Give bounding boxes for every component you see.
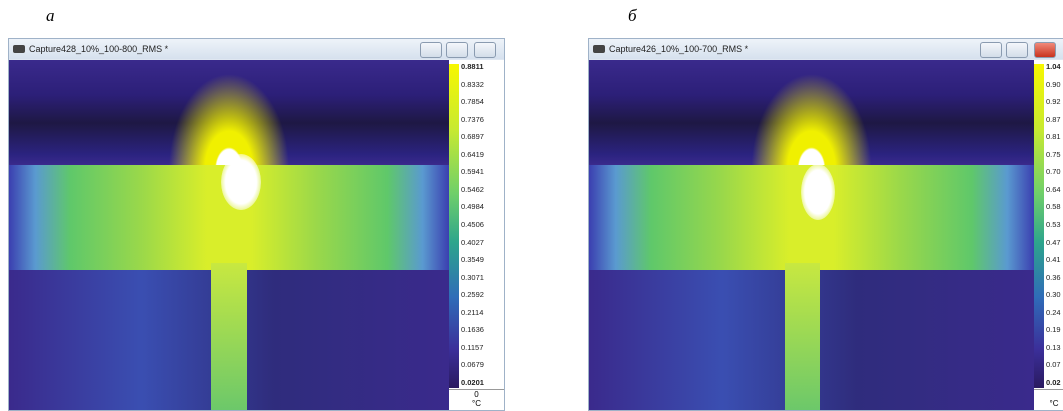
page: а б Capture428_10%_100-800_RMS * 0°C 0.8… (0, 0, 1063, 409)
scale-label: 0.70 (1046, 167, 1061, 176)
panel-label: а (46, 6, 55, 26)
scale-label: 0.41 (1046, 255, 1061, 264)
scale-label: 0.2114 (461, 308, 483, 317)
scale-label: 0.24 (1046, 308, 1061, 317)
scale-label: 0.0201 (461, 378, 484, 387)
scale-label: 0.92 (1046, 97, 1061, 106)
panel-label: б (628, 6, 637, 26)
scale-zero: 0 (449, 390, 504, 399)
scale-label: 0.4506 (461, 220, 484, 229)
legend-swatches (1034, 390, 1063, 399)
hot-spot (801, 164, 835, 220)
scale-label: 0.4984 (461, 202, 484, 211)
thermal-region (785, 263, 821, 410)
scale-label: 0.07 (1046, 360, 1061, 369)
scale-label: 0.1636 (461, 325, 484, 334)
scale-footer: 0°C (449, 389, 504, 410)
scale-label: 0.8332 (461, 80, 484, 89)
scale-label: 0.13 (1046, 343, 1061, 352)
thermal-image (589, 60, 1034, 410)
scale-label: 0.64 (1046, 185, 1061, 194)
window-title: Capture426_10%_100-700_RMS * (609, 44, 748, 54)
scale-label: 0.75 (1046, 150, 1061, 159)
scale-label: 0.3071 (461, 273, 484, 282)
scale-label: 0.58 (1046, 202, 1061, 211)
scale-label: 0.53 (1046, 220, 1061, 229)
scale-label: 0.90 (1046, 80, 1061, 89)
color-gradient (1034, 64, 1044, 388)
minimize-button[interactable] (420, 42, 442, 58)
app-icon (593, 45, 605, 53)
unit: °C (1034, 399, 1063, 408)
scale-label: 0.7376 (461, 115, 484, 124)
maximize-button[interactable] (446, 42, 468, 58)
scale-label: 0.5462 (461, 185, 484, 194)
scale-label: 0.2592 (461, 290, 484, 299)
thermal-region (211, 263, 246, 410)
minimize-button[interactable] (980, 42, 1002, 58)
scale-label: 0.30 (1046, 290, 1061, 299)
scale-label: 0.3549 (461, 255, 484, 264)
scale-label: 0.5941 (461, 167, 484, 176)
thermal-image (9, 60, 449, 410)
color-scale: 0°C 0.8811 0.8332 0.7854 0.7376 0.6897 0.6419… (449, 60, 504, 410)
window: Capture426_10%_100-700_RMS * °C 1.04 0.90… (588, 38, 1063, 411)
scale-label: 0.1157 (461, 343, 483, 352)
window-title: Capture428_10%_100-800_RMS * (29, 44, 168, 54)
scale-label: 0.4027 (461, 238, 484, 247)
scale-label: 0.7854 (461, 97, 484, 106)
scale-label: 0.6419 (461, 150, 484, 159)
scale-label: 0.8811 (461, 62, 484, 71)
unit: °C (449, 399, 504, 408)
scale-footer: °C (1034, 389, 1063, 410)
scale-label: 0.19 (1046, 325, 1061, 334)
scale-label: 0.36 (1046, 273, 1061, 282)
close-button[interactable] (1034, 42, 1056, 58)
scale-label: 1.04 (1046, 62, 1061, 71)
scale-label: 0.47 (1046, 238, 1061, 247)
scale-label: 0.0679 (461, 360, 484, 369)
maximize-button[interactable] (1006, 42, 1028, 58)
color-scale: °C 1.04 0.90 0.92 0.87 0.81 0.75 0.70 0.64 0.58 0… (1034, 60, 1063, 410)
hot-spot (221, 154, 261, 210)
close-button[interactable] (474, 42, 496, 58)
scale-label: 0.02 (1046, 378, 1061, 387)
app-icon (13, 45, 25, 53)
scale-label: 0.81 (1046, 132, 1061, 141)
scale-label: 0.87 (1046, 115, 1061, 124)
scale-label: 0.6897 (461, 132, 484, 141)
color-gradient (449, 64, 459, 388)
